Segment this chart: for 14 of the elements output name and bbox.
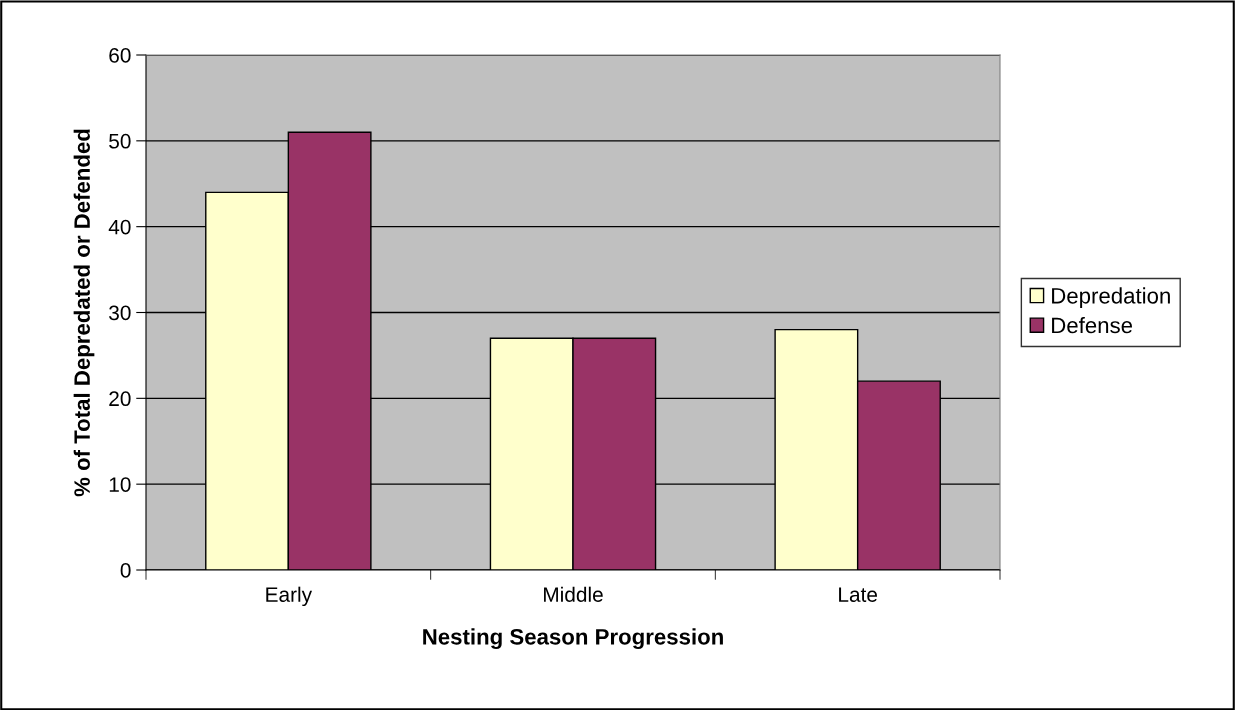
y-tick-label: 40 [108,219,131,235]
x-tick-label: Middle [544,586,603,602]
y-tick-label: 30 [109,305,131,321]
legend-label: Defense [1052,316,1133,334]
y-tick-label: 0 [120,563,131,578]
x-tick-label: Early [266,586,313,607]
legend-label: Depredation [1052,287,1170,309]
y-tick-label: 20 [109,391,131,407]
y-axis-title: % of Total Depredated or Defended [73,129,95,497]
x-tick-label: Late [839,587,878,602]
y-tick-label: 10 [109,477,131,492]
y-tick-label: 50 [109,133,131,149]
y-tick-label: 60 [109,48,131,63]
x-axis-title: Nesting Season Progression [423,628,723,650]
